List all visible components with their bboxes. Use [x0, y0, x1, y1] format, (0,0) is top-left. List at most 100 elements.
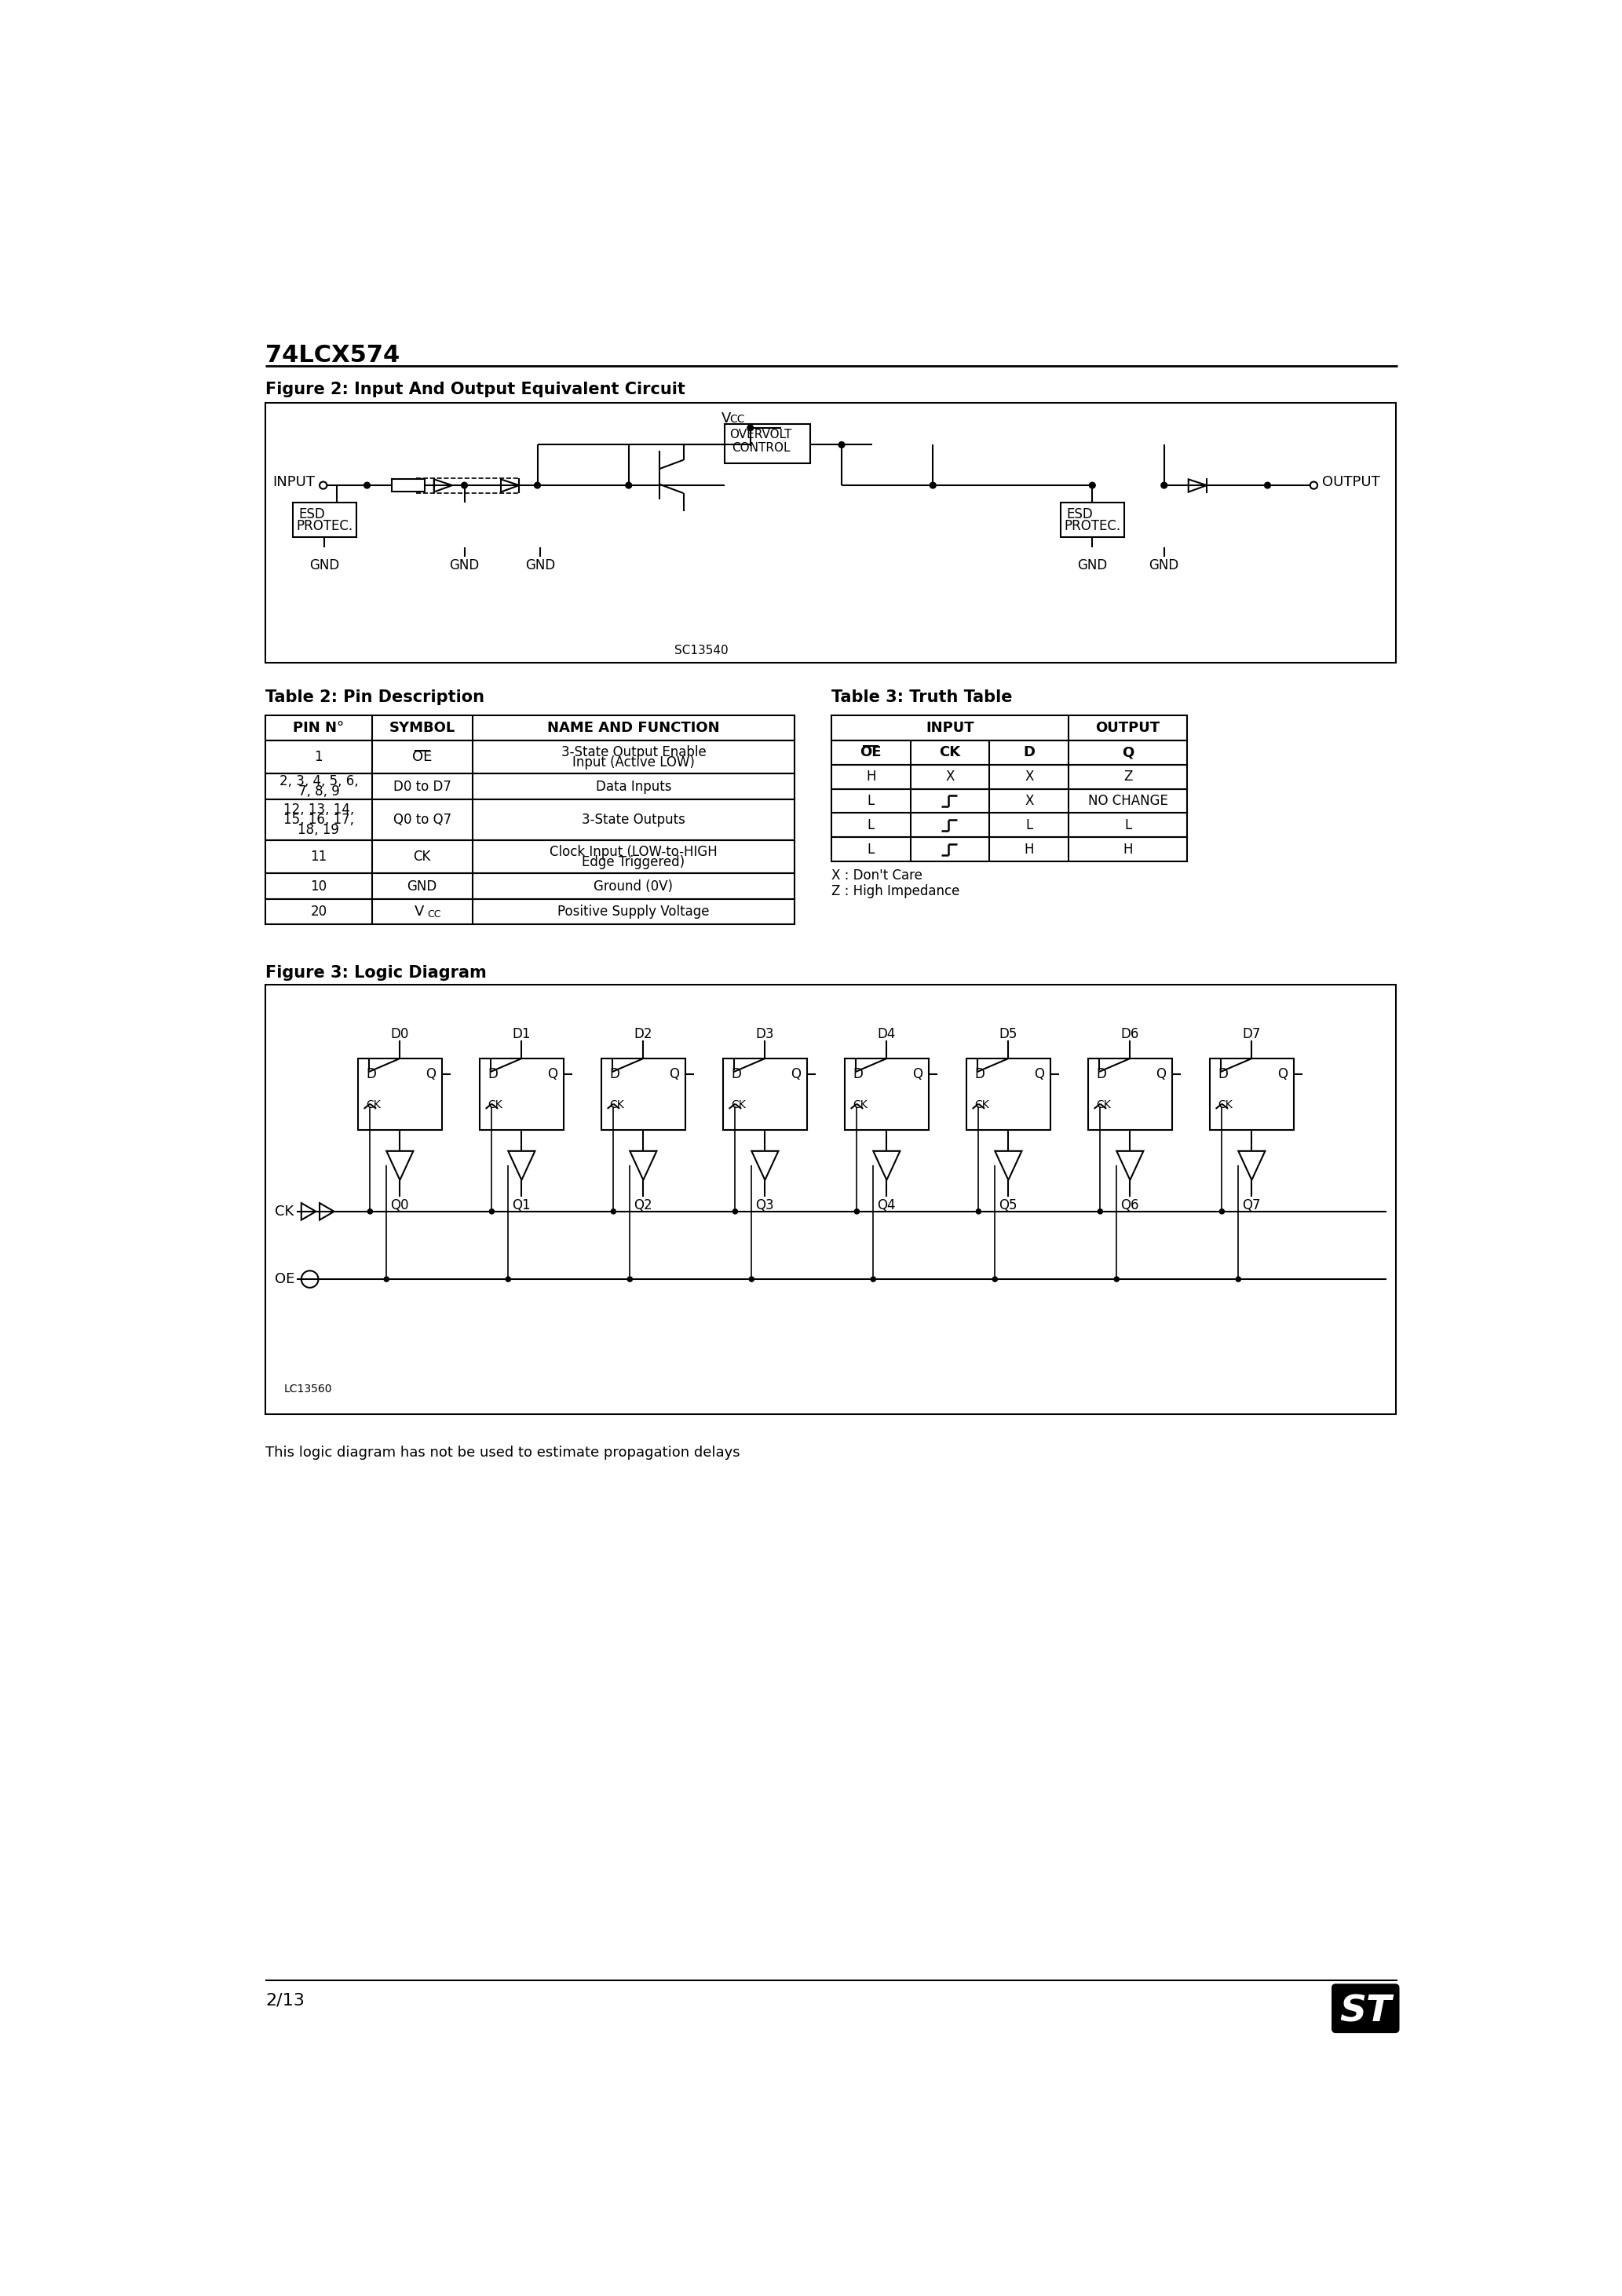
Text: Q5: Q5	[999, 1199, 1017, 1212]
Text: Q: Q	[1035, 1068, 1045, 1081]
Bar	[266, 774, 795, 799]
Text: Table 2: Pin Description: Table 2: Pin Description	[266, 689, 485, 705]
Bar	[832, 790, 1187, 813]
Text: CK: CK	[1218, 1100, 1233, 1109]
Circle shape	[993, 1277, 998, 1281]
Text: Q0: Q0	[391, 1199, 409, 1212]
Text: 2, 3, 4, 5, 6,: 2, 3, 4, 5, 6,	[279, 774, 358, 788]
Bar	[480, 1058, 563, 1130]
Text: D: D	[610, 1068, 620, 1081]
Text: V: V	[722, 411, 732, 425]
Text: OE: OE	[274, 1272, 295, 1286]
Text: CK: CK	[1096, 1100, 1111, 1109]
Text: Q: Q	[1156, 1068, 1166, 1081]
Text: 2/13: 2/13	[266, 1993, 305, 2009]
Text: Z: Z	[1124, 769, 1132, 783]
Text: D2: D2	[634, 1026, 652, 1040]
Text: ESD: ESD	[298, 507, 326, 521]
Text: CC: CC	[427, 909, 441, 921]
Text: CK: CK	[610, 1100, 624, 1109]
Text: CC: CC	[730, 413, 744, 425]
Text: X: X	[946, 769, 954, 783]
Text: PIN N°: PIN N°	[294, 721, 344, 735]
Bar	[266, 714, 795, 742]
Text: OVERVOLT: OVERVOLT	[730, 429, 792, 441]
Text: This logic diagram has not be used to estimate propagation delays: This logic diagram has not be used to es…	[266, 1446, 740, 1460]
Text: V: V	[414, 905, 423, 918]
Text: Q: Q	[547, 1068, 558, 1081]
Text: D3: D3	[756, 1026, 774, 1040]
Text: PROTEC.: PROTEC.	[1064, 519, 1121, 533]
Circle shape	[1236, 1277, 1241, 1281]
Circle shape	[490, 1210, 495, 1215]
Bar	[266, 872, 795, 900]
Text: GND: GND	[407, 879, 436, 893]
Text: L: L	[868, 817, 874, 831]
Text: 3-State Output Enable: 3-State Output Enable	[561, 744, 706, 760]
Text: Ground (0V): Ground (0V)	[594, 879, 673, 893]
Text: GND: GND	[1148, 558, 1179, 572]
Text: NAME AND FUNCTION: NAME AND FUNCTION	[547, 721, 720, 735]
Bar	[1210, 1058, 1294, 1130]
Bar	[266, 799, 795, 840]
Bar	[266, 985, 1397, 1414]
Circle shape	[1220, 1210, 1225, 1215]
Text: OUTPUT: OUTPUT	[1095, 721, 1160, 735]
Text: Q4: Q4	[878, 1199, 895, 1212]
Circle shape	[855, 1210, 860, 1215]
Text: 74LCX574: 74LCX574	[266, 344, 401, 367]
Text: 18, 19: 18, 19	[298, 822, 339, 838]
Text: Q2: Q2	[634, 1199, 652, 1212]
Text: CK: CK	[732, 1100, 746, 1109]
Text: GND: GND	[449, 558, 480, 572]
Text: Q: Q	[790, 1068, 801, 1081]
Text: CK: CK	[975, 1100, 989, 1109]
Text: Q1: Q1	[513, 1199, 530, 1212]
Text: H: H	[1023, 843, 1033, 856]
Text: 20: 20	[310, 905, 328, 918]
Circle shape	[871, 1277, 876, 1281]
Circle shape	[611, 1210, 616, 1215]
Text: D: D	[1218, 1068, 1228, 1081]
Text: CK: CK	[414, 850, 431, 863]
Text: 15, 16, 17,: 15, 16, 17,	[284, 813, 354, 827]
Text: 7, 8, 9: 7, 8, 9	[298, 785, 339, 799]
Bar	[266, 900, 795, 925]
Text: INPUT: INPUT	[926, 721, 975, 735]
Bar	[832, 838, 1187, 861]
Text: L: L	[868, 794, 874, 808]
Text: OE: OE	[412, 751, 431, 765]
Text: Figure 3: Logic Diagram: Figure 3: Logic Diagram	[266, 964, 487, 980]
Text: D: D	[488, 1068, 498, 1081]
Text: Z : High Impedance: Z : High Impedance	[832, 884, 960, 898]
Text: Clock Input (LOW-to-HIGH: Clock Input (LOW-to-HIGH	[550, 845, 717, 859]
Text: X : Don't Care: X : Don't Care	[832, 868, 923, 882]
Text: D: D	[1096, 1068, 1106, 1081]
Text: L: L	[1124, 817, 1132, 831]
Circle shape	[626, 482, 631, 489]
Text: D5: D5	[999, 1026, 1017, 1040]
Circle shape	[506, 1277, 511, 1281]
Text: Table 3: Truth Table: Table 3: Truth Table	[832, 689, 1012, 705]
Text: 1: 1	[315, 751, 323, 765]
Circle shape	[628, 1277, 633, 1281]
Text: CK: CK	[274, 1203, 294, 1219]
Text: D0 to D7: D0 to D7	[393, 778, 451, 794]
Text: D: D	[367, 1068, 376, 1081]
Text: D: D	[732, 1068, 741, 1081]
Text: H: H	[866, 769, 876, 783]
Text: CK: CK	[488, 1100, 503, 1109]
Text: 10: 10	[310, 879, 328, 893]
Bar	[1061, 503, 1124, 537]
Bar	[602, 1058, 684, 1130]
Text: Data Inputs: Data Inputs	[595, 778, 672, 794]
Text: Q3: Q3	[756, 1199, 774, 1212]
Bar	[723, 1058, 806, 1130]
Circle shape	[929, 482, 936, 489]
Circle shape	[1161, 482, 1168, 489]
Text: Q: Q	[668, 1068, 680, 1081]
Text: Q: Q	[425, 1068, 436, 1081]
Text: Q0 to Q7: Q0 to Q7	[393, 813, 451, 827]
Circle shape	[1265, 482, 1270, 489]
Text: D: D	[975, 1068, 985, 1081]
